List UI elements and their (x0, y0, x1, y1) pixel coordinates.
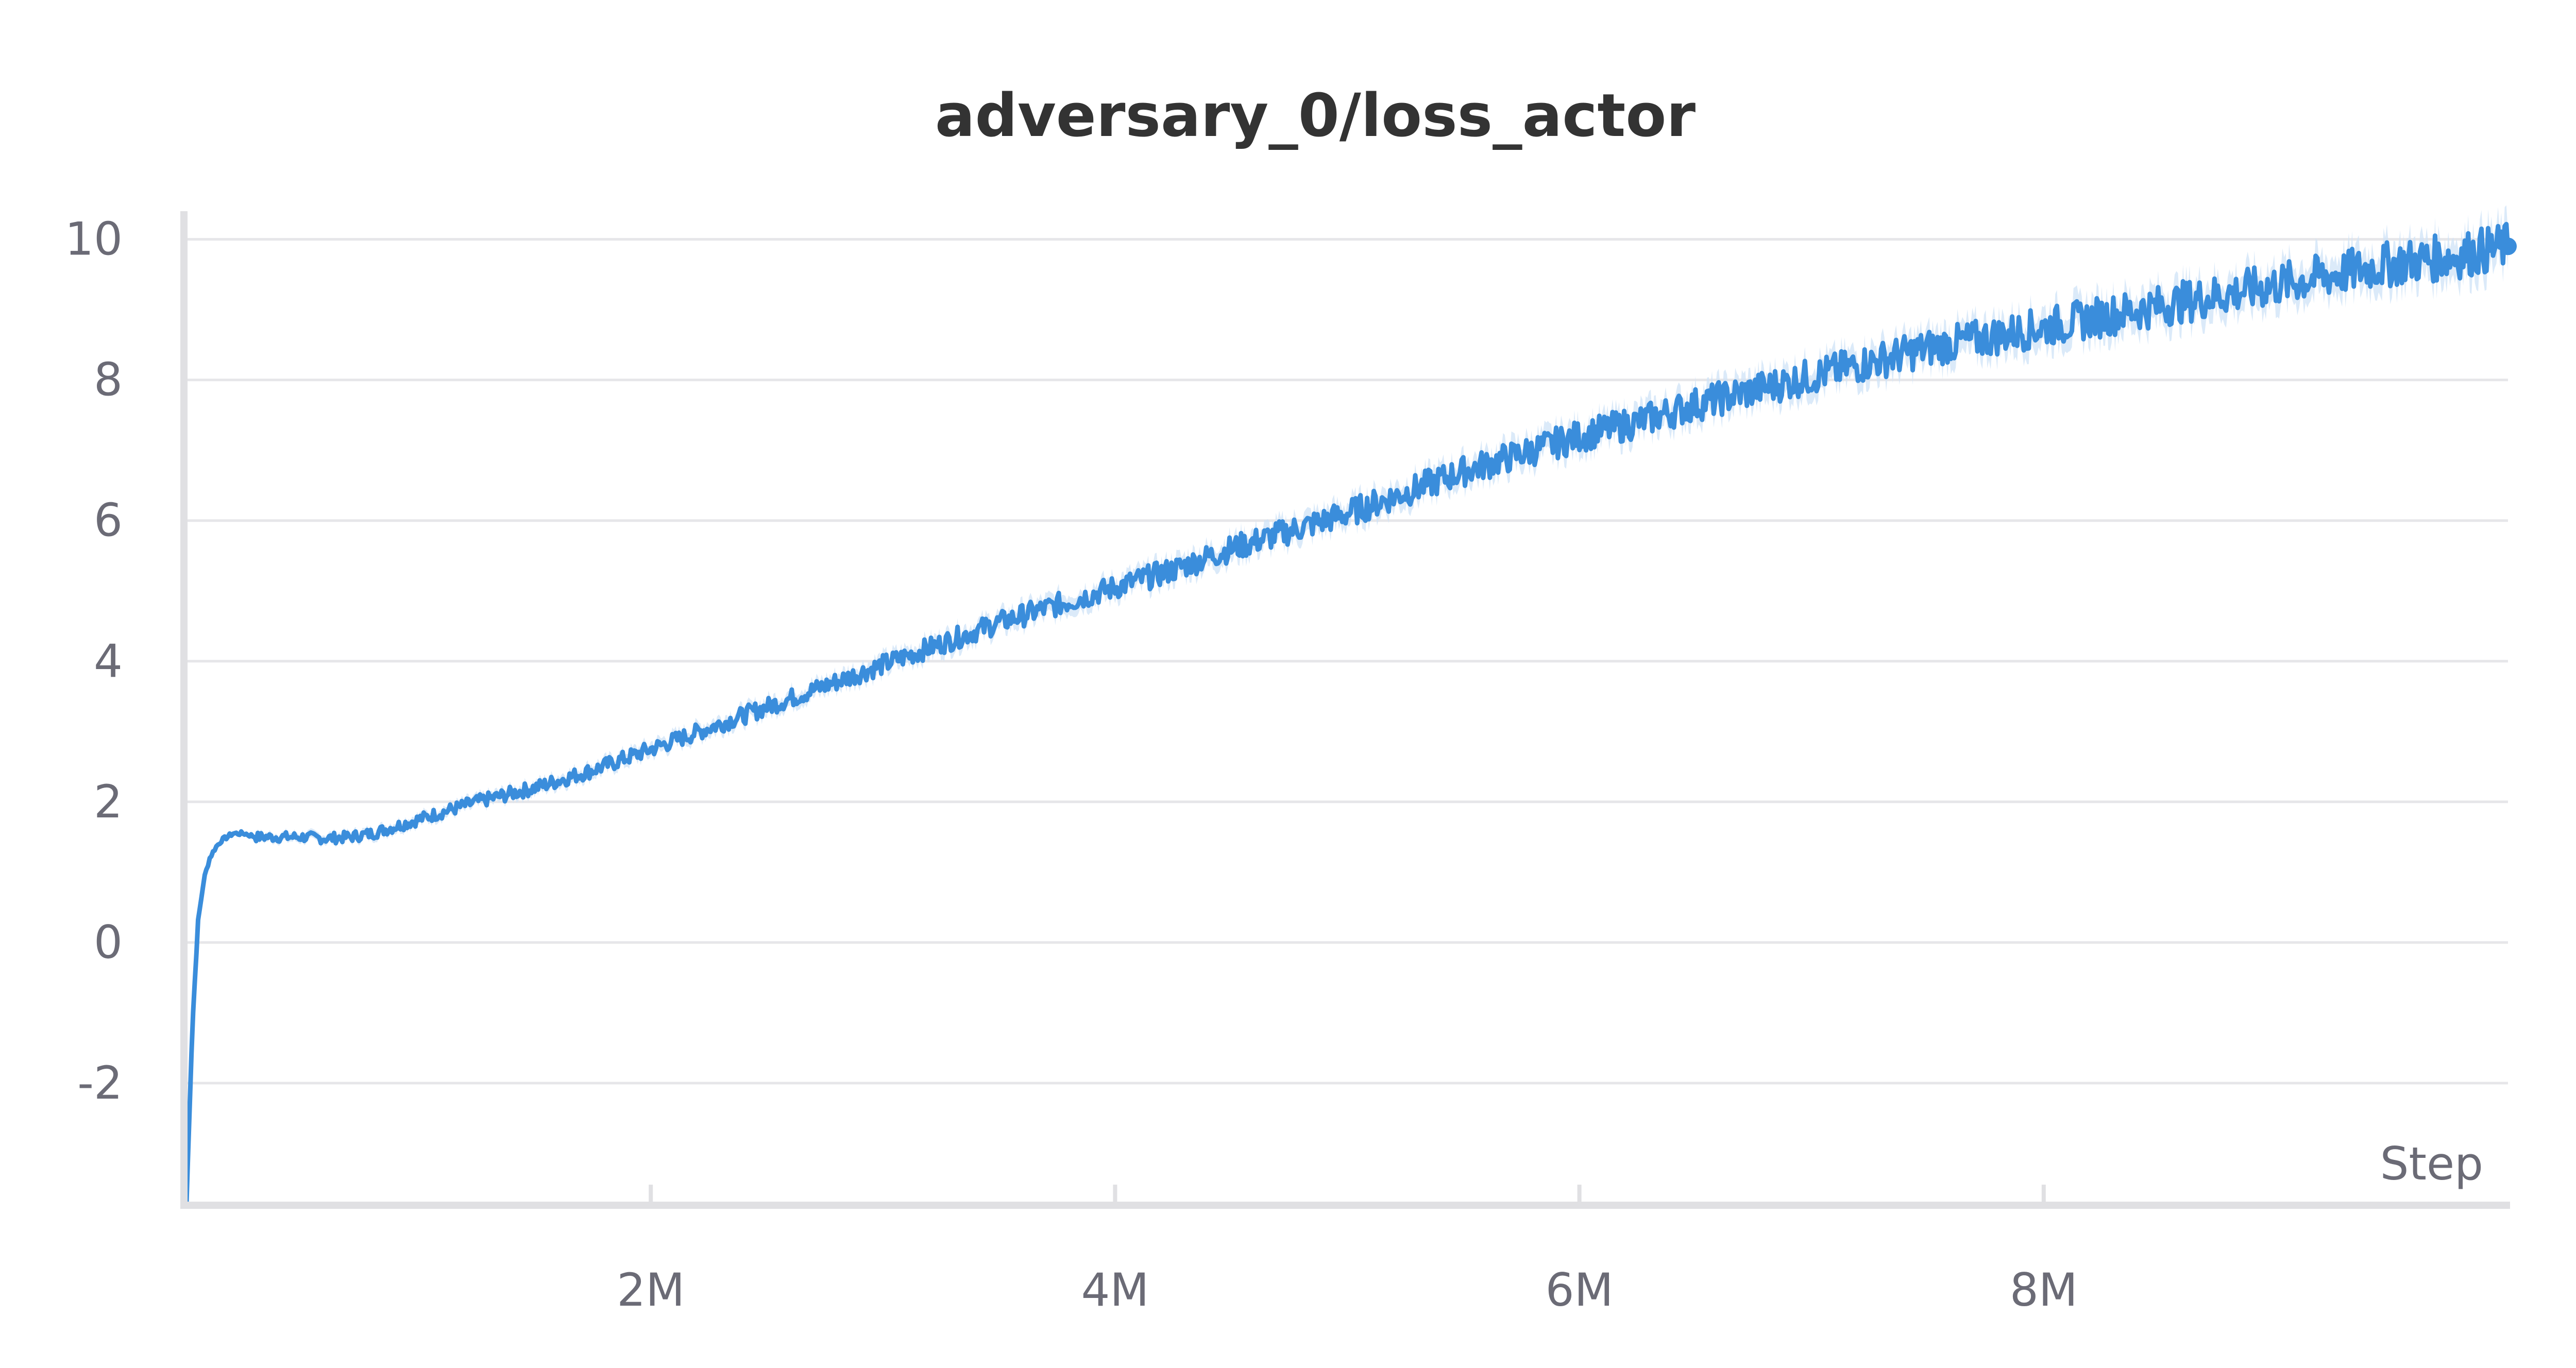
x-tick-label: 8M (2010, 1263, 2078, 1316)
y-tick-label: 10 (65, 213, 123, 266)
x-tick-label: 4M (1081, 1263, 1149, 1316)
axes (180, 211, 2510, 1209)
series-line (184, 221, 2511, 1203)
y-tick-labels: 10 8 6 4 2 0 -2 (65, 213, 123, 1109)
y-tick-label: 8 (94, 353, 123, 406)
y-tick-label: 0 (94, 916, 123, 969)
grid-lines (187, 238, 2508, 1085)
y-tick-label: 4 (94, 635, 123, 688)
chart-title: adversary_0/loss_actor (935, 81, 1696, 150)
x-tick-label: 2M (617, 1263, 685, 1316)
series-line-layer (184, 221, 2517, 1203)
series-confidence-band (187, 205, 2508, 1204)
confidence-band-layer (187, 205, 2508, 1204)
y-tick-label: 6 (94, 494, 123, 547)
x-tick-labels: 2M 4M 6M 8M (617, 1185, 2078, 1316)
series-end-point (2499, 237, 2517, 255)
x-axis-label: Step (2380, 1137, 2483, 1190)
x-tick-label: 6M (1546, 1263, 1614, 1316)
y-tick-label: 2 (94, 775, 123, 828)
y-tick-label: -2 (77, 1056, 123, 1109)
